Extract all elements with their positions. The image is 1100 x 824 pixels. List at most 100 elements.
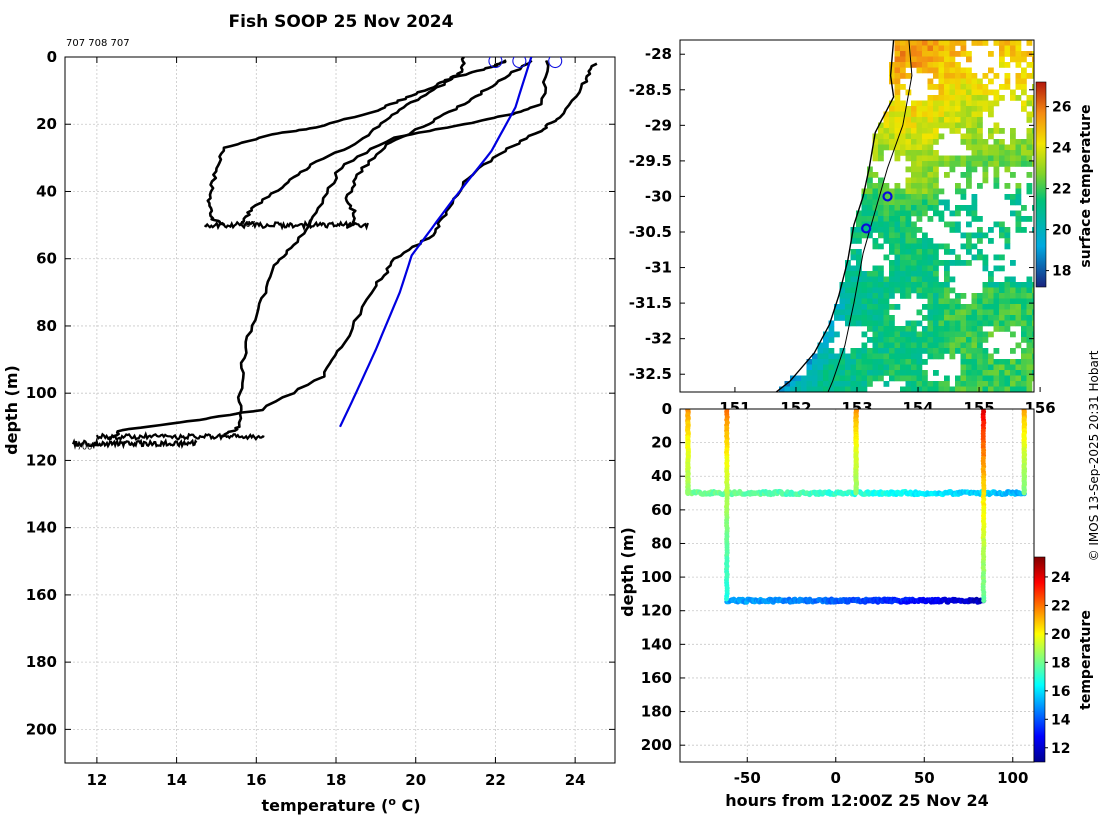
sst-pixel	[861, 287, 868, 294]
sst-pixel	[971, 106, 978, 112]
sst-pixel	[878, 265, 884, 272]
map-colorbar-bar	[1035, 81, 1047, 288]
sst-pixel	[878, 194, 884, 200]
sst-pixel	[944, 45, 950, 52]
sst-pixel	[949, 221, 956, 228]
sst-pixel	[1026, 331, 1033, 338]
sst-pixel	[982, 161, 989, 167]
sst-pixel	[867, 183, 873, 189]
sst-pixel	[938, 45, 945, 52]
td-x-tick-label: 100	[997, 769, 1028, 787]
sst-pixel	[861, 205, 868, 211]
sst-pixel	[988, 161, 994, 167]
sst-pixel	[905, 150, 912, 156]
sst-pixel	[1004, 161, 1011, 167]
sst-pixel	[861, 386, 868, 392]
sst-pixel	[856, 238, 862, 244]
sst-pixel	[982, 40, 989, 46]
sst-pixel	[850, 359, 857, 365]
sst-pixel	[916, 139, 923, 145]
sst-pixel	[867, 287, 873, 294]
sst-pixel	[993, 155, 1000, 162]
sst-pixel	[883, 216, 890, 222]
sst-pixel	[982, 293, 989, 299]
sst-pixel	[911, 139, 917, 145]
sst-pixel	[889, 106, 895, 112]
sst-pixel	[889, 304, 895, 310]
sst-pixel	[872, 315, 879, 321]
xlabel-tail: C)	[396, 796, 421, 815]
sst-pixel	[982, 381, 989, 387]
sst-pixel	[911, 370, 917, 376]
sst-pixel	[911, 188, 917, 195]
sst-pixel	[971, 73, 978, 79]
sst-pixel	[850, 386, 857, 392]
sst-pixel	[905, 260, 912, 266]
sst-pixel	[806, 386, 813, 392]
sst-pixel	[927, 381, 934, 387]
sst-pixel	[883, 221, 890, 228]
sst-pixel	[894, 348, 901, 354]
sst-pixel	[977, 337, 983, 343]
map-y-tick-label: -30.5	[629, 223, 672, 241]
sst-pixel	[856, 381, 862, 387]
sst-pixel	[845, 271, 851, 277]
sst-pixel	[1010, 364, 1016, 371]
sst-pixel	[949, 337, 956, 343]
sst-pixel	[949, 122, 956, 129]
sst-pixel	[938, 282, 945, 288]
sst-pixel	[971, 128, 978, 134]
x-tick-label: 12	[86, 771, 107, 789]
sst-pixel	[949, 298, 956, 305]
sst-pixel	[1026, 337, 1033, 343]
map-y-tick-label: -28.5	[629, 81, 672, 99]
sst-pixel	[916, 194, 923, 200]
series-model-profile	[339, 57, 533, 428]
sst-pixel	[839, 287, 846, 294]
bottom-label: 708	[77, 443, 92, 452]
sst-pixel	[971, 364, 978, 371]
sst-pixel	[933, 315, 939, 321]
sst-pixel	[872, 326, 879, 332]
sst-pixel	[867, 166, 873, 173]
sst-pixel	[933, 304, 939, 310]
sst-pixel	[966, 221, 972, 228]
sst-pixel	[905, 353, 912, 360]
sst-pixel	[960, 348, 967, 354]
sst-pixel	[1032, 348, 1034, 354]
sst-pixel	[966, 106, 972, 112]
sst-pixel	[938, 216, 945, 222]
sst-pixel	[1010, 128, 1016, 134]
sst-pixel	[1015, 227, 1022, 233]
sst-pixel	[872, 375, 879, 382]
sst-pixel	[988, 128, 994, 134]
sst-pixel	[982, 95, 989, 101]
sst-pixel	[1026, 287, 1033, 294]
sst-pixel	[889, 337, 895, 343]
sst-pixel	[999, 155, 1005, 162]
sst-pixel	[905, 177, 912, 184]
sst-pixel	[900, 326, 906, 332]
sst-pixel	[933, 177, 939, 184]
sst-pixel	[960, 67, 967, 74]
sst-pixel	[927, 106, 934, 112]
sst-pixel	[900, 342, 906, 349]
timedepth-data	[685, 409, 1028, 605]
sst-pixel	[883, 353, 890, 360]
sst-pixel	[966, 348, 972, 354]
sst-pixel	[878, 364, 884, 371]
sst-pixel	[828, 359, 835, 365]
sst-pixel	[845, 293, 851, 299]
sst-pixel	[1004, 155, 1011, 162]
sst-pixel	[949, 51, 956, 57]
sst-pixel	[944, 199, 950, 206]
sst-pixel	[1015, 78, 1022, 85]
sst-pixel	[960, 260, 967, 266]
sst-pixel	[883, 139, 890, 145]
sst-pixel	[905, 62, 912, 68]
sst-pixel	[933, 183, 939, 189]
sst-pixel	[966, 166, 972, 173]
sst-pixel	[988, 106, 994, 112]
